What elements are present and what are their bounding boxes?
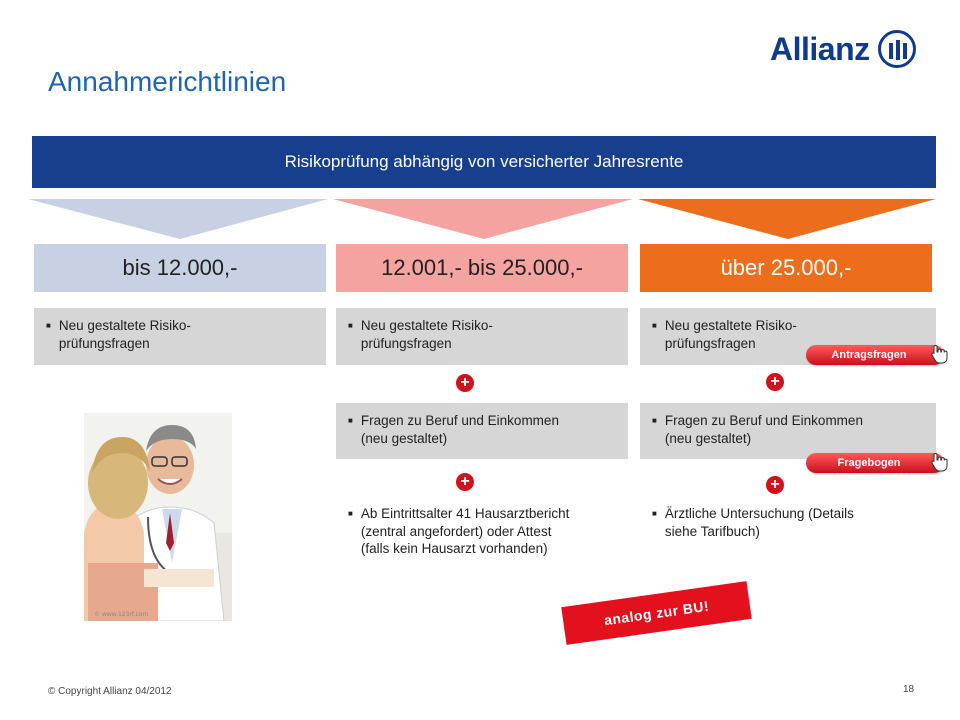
- page-title: Annahmerichtlinien: [48, 66, 287, 97]
- column-1-item-1: ■ Neu gestaltete Risiko- prüfungsfragen: [34, 308, 326, 365]
- antragsfragen-label: Antragsfragen: [831, 349, 907, 361]
- funnel-arrow-3: [638, 199, 936, 239]
- copyright: © Copyright Allianz 04/2012: [48, 686, 172, 697]
- column-3-item-3: ■ Ärztliche Untersuchung (Details siehe T…: [652, 506, 854, 539]
- analog-bu-stamp: analog zur BU!: [561, 581, 752, 645]
- funnel-arrows: [28, 199, 936, 239]
- allianz-eagle-icon: [877, 30, 916, 68]
- fragebogen-link[interactable]: Fragebogen: [806, 453, 948, 473]
- banner: Risikoprüfung abhängig von versicherter …: [32, 136, 936, 188]
- photo-credit: © www.123rf.com: [94, 611, 148, 618]
- column-2-item-3: ■ Ab Eintrittsalter 41 Hausarztbericht (z…: [348, 506, 570, 557]
- column-3-item-1: ■ Neu gestaltete Risiko- prüfungsfragen: [640, 308, 936, 365]
- plus-circle-icon: +: [456, 473, 474, 491]
- hand-pointer-icon: [931, 453, 948, 472]
- funnel-arrow-1: [28, 199, 328, 239]
- page-number: 18: [903, 684, 915, 695]
- column-2-item-1: ■ Neu gestaltete Risiko- prüfungsfragen: [336, 308, 628, 365]
- column-2-item-2: ■ Fragen zu Beruf und Einkommen (neu gest…: [336, 403, 628, 459]
- funnel-arrow-2: [333, 199, 633, 239]
- column-header-1: bis 12.000,-: [34, 244, 326, 292]
- column-header-3: über 25.000,-: [640, 244, 932, 292]
- column-header-2: 12.001,- bis 25.000,-: [336, 244, 628, 292]
- doctor-patient-photo: © www.123rf.com: [84, 413, 232, 621]
- hand-pointer-icon: [931, 345, 948, 364]
- allianz-logo: Allianz: [770, 30, 916, 68]
- fragebogen-label: Fragebogen: [837, 457, 901, 469]
- column-3-item-2: ■ Fragen zu Beruf und Einkommen (neu gest…: [640, 403, 936, 459]
- plus-circle-icon: +: [456, 374, 474, 392]
- plus-circle-icon: +: [766, 373, 784, 391]
- plus-circle-icon: +: [766, 476, 784, 494]
- brand-name: Allianz: [770, 31, 870, 67]
- antragsfragen-link[interactable]: Antragsfragen: [806, 345, 948, 365]
